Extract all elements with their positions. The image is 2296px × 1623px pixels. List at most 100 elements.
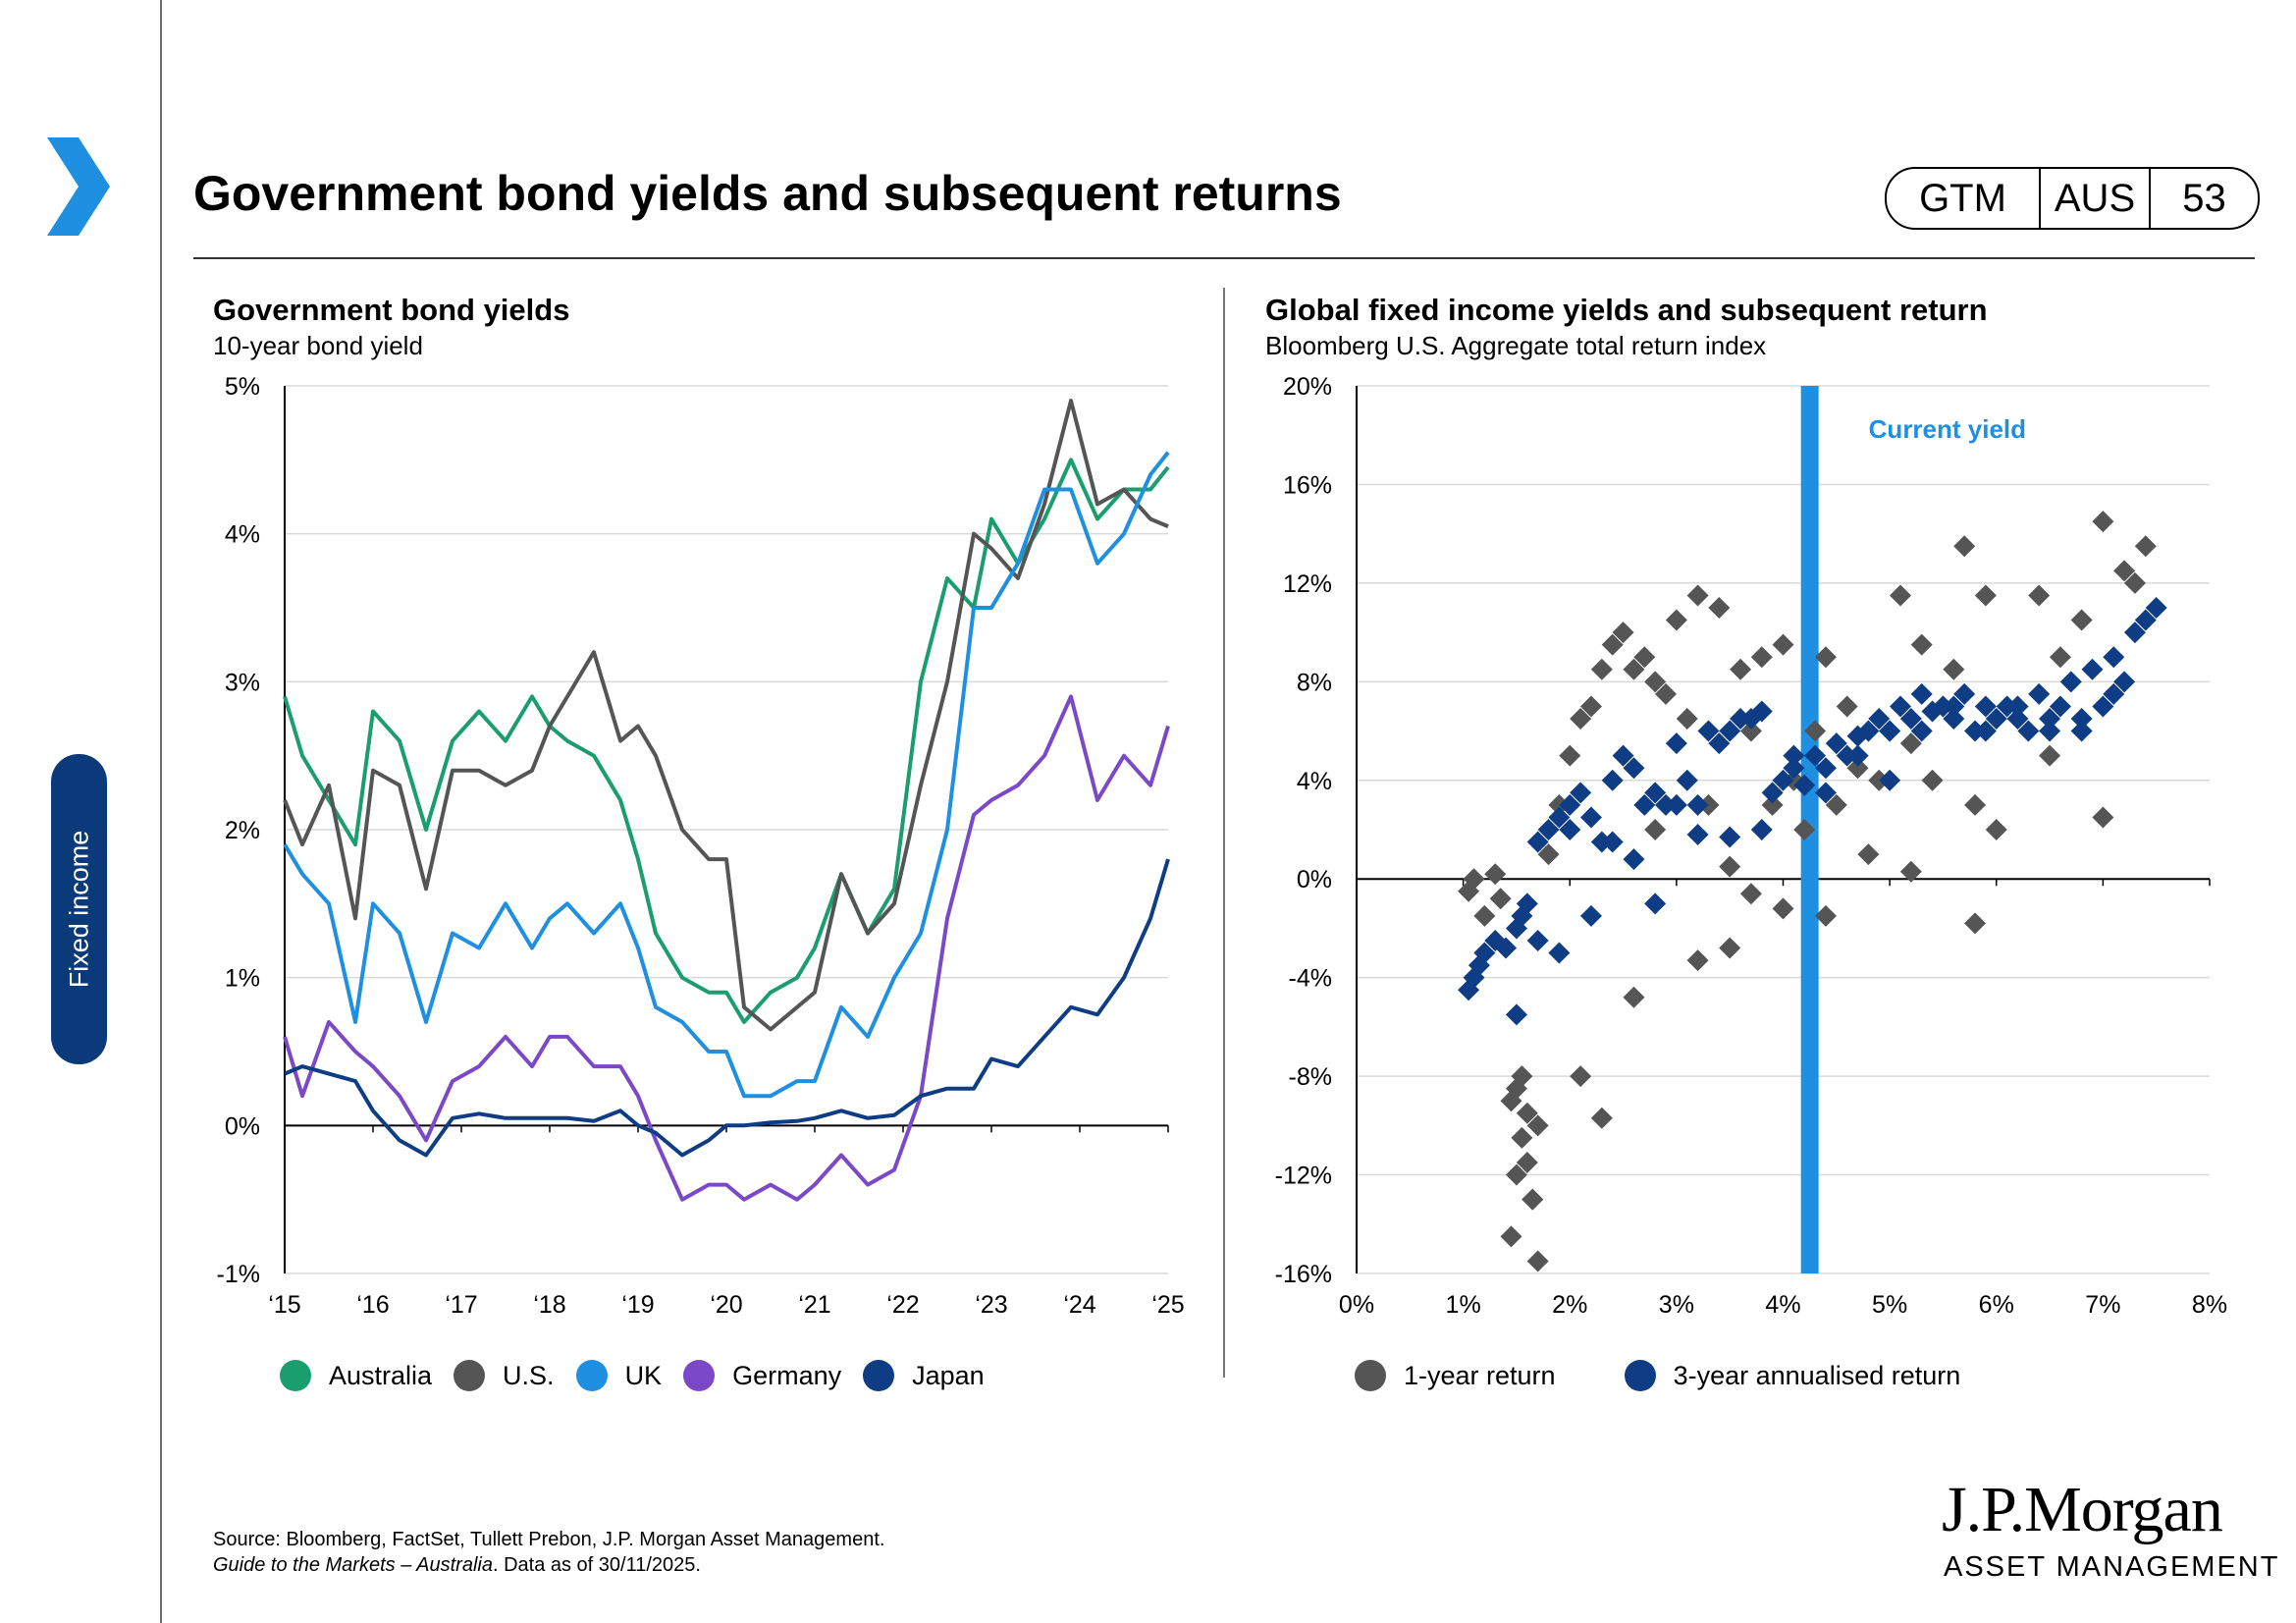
- x-tick-label: 4%: [1765, 1291, 1800, 1319]
- right-chart-subtitle: Bloomberg U.S. Aggregate total return in…: [1265, 331, 1767, 360]
- scatter-point: [2123, 622, 2146, 644]
- scatter-point: [2070, 708, 2093, 730]
- scatter-point: [1750, 700, 1773, 723]
- right-legend: 1-year return 3-year annualised return: [1355, 1360, 1982, 1391]
- scatter-point: [1601, 769, 1624, 791]
- scatter-point: [1537, 843, 1560, 866]
- scatter-point: [1804, 720, 1827, 742]
- legend-label: 1-year return: [1404, 1360, 1556, 1390]
- scatter-point: [2049, 695, 2071, 718]
- left-rule: [160, 0, 162, 1623]
- scatter-point: [1623, 757, 1645, 780]
- scatter-point: [1686, 824, 1709, 846]
- scatter-point: [1644, 819, 1667, 840]
- legend-label: Japan: [912, 1360, 985, 1390]
- legend-label: 3-year annualised return: [1673, 1360, 1961, 1390]
- scatter-point: [1910, 633, 1933, 656]
- legend-label: U.S.: [503, 1360, 555, 1390]
- scatter-point: [2092, 511, 2114, 533]
- scatter-point: [2028, 584, 2051, 607]
- scatter-point: [2103, 682, 2125, 705]
- asset-management-logo: ASSET MANAGEMENT: [1944, 1551, 2280, 1583]
- scatter-point: [1633, 793, 1656, 816]
- jpmorgan-logo: J.P.Morgan: [1942, 1474, 2223, 1545]
- panel-divider: [1223, 288, 1225, 1378]
- scatter-point: [1526, 930, 1549, 951]
- scatter-point: [1526, 1114, 1549, 1137]
- scatter-point: [1953, 535, 1976, 558]
- scatter-point: [1814, 782, 1837, 804]
- yields-returns-scatter: -16% -12% -8% -4% 0% 4% 8% 12% 16% 20% 0% 1% 2% 3% 4% 5…: [1275, 373, 2227, 1319]
- scatter-point: [1953, 682, 1976, 705]
- scatter-point: [1489, 888, 1512, 910]
- header-rule: [193, 257, 2255, 259]
- scatter-point: [1484, 863, 1507, 886]
- scatter-point: [1793, 819, 1816, 840]
- scatter-point: [1804, 744, 1827, 767]
- y-tick-label: -8%: [1289, 1063, 1332, 1091]
- source-note: Source: Bloomberg, FactSet, Tullett Preb…: [213, 1527, 884, 1578]
- scatter-point: [1846, 757, 1869, 780]
- x-tick-label: ‘25: [1151, 1291, 1184, 1319]
- y-tick-label: 5%: [225, 373, 260, 401]
- scatter-point: [1570, 1065, 1592, 1088]
- x-tick-label: 3%: [1659, 1291, 1694, 1319]
- y-tick-label: 2%: [225, 817, 260, 844]
- left-legend: Australia U.S. UK Germany Japan: [280, 1360, 1006, 1391]
- scatter-point: [1868, 708, 1891, 730]
- scatter-point: [1750, 819, 1773, 840]
- y-tick-label: -16%: [1275, 1261, 1332, 1288]
- scatter-point: [2039, 708, 2061, 730]
- scatter-point: [1814, 757, 1837, 780]
- scatter-point: [1484, 930, 1507, 951]
- x-tick-label: ‘18: [533, 1291, 565, 1319]
- scatter-point: [1761, 782, 1784, 804]
- scatter-point: [1511, 1065, 1533, 1088]
- scatter-point: [1943, 708, 1965, 730]
- scatter-point: [2123, 571, 2146, 594]
- chevron-right-icon: [47, 137, 110, 236]
- section-tab[interactable]: Fixed income: [51, 754, 107, 1064]
- current-yield-label: Current yield: [1869, 414, 2026, 444]
- scatter-point: [1985, 708, 2007, 730]
- scatter-point: [1943, 658, 1965, 680]
- legend-item-3yr: 3-year annualised return: [1624, 1360, 1961, 1391]
- scatter-point: [1825, 793, 1847, 816]
- scatter-point: [2134, 609, 2157, 631]
- scatter-point: [2070, 609, 2093, 631]
- x-tick-label: ‘16: [356, 1291, 389, 1319]
- legend-item-us: U.S.: [454, 1360, 555, 1391]
- scatter-point: [2006, 708, 2029, 730]
- scatter-point: [1686, 793, 1709, 816]
- x-tick-label: 0%: [1339, 1291, 1374, 1319]
- y-tick-label: 8%: [1297, 669, 1332, 696]
- scatter-point: [1686, 584, 1709, 607]
- scatter-point: [2049, 646, 2071, 669]
- scatter-point: [2145, 597, 2167, 619]
- scatter-point: [1846, 725, 1869, 747]
- x-tick-label: ‘22: [886, 1291, 919, 1319]
- scatter-point: [2070, 720, 2093, 742]
- scatter-point: [1516, 1102, 1538, 1124]
- legend-swatch: [683, 1360, 716, 1391]
- scatter-point: [1579, 904, 1602, 927]
- scatter-point: [1879, 769, 1901, 791]
- scatter-point: [2028, 682, 2051, 705]
- scatter-point: [1964, 793, 1987, 816]
- scatter-point: [1559, 819, 1581, 840]
- scatter-point: [1899, 732, 1922, 755]
- scatter-point: [2103, 646, 2125, 669]
- legend-swatch: [863, 1360, 895, 1391]
- legend-item-japan: Japan: [863, 1360, 985, 1391]
- scatter-point: [2039, 744, 2061, 767]
- x-tick-label: 6%: [1979, 1291, 2014, 1319]
- bond-yields-chart: -1% 0% 1% 2% 3% 4% 5% ‘15 ‘16 ‘17 ‘18 ‘19 ‘20 ‘21 ‘22 ‘…: [217, 373, 1185, 1319]
- scatter-point: [1899, 708, 1922, 730]
- scatter-point: [1686, 949, 1709, 972]
- scatter-point: [1750, 646, 1773, 669]
- scatter-point: [1526, 831, 1549, 853]
- scatter-point: [1511, 1126, 1533, 1149]
- scatter-point: [1601, 831, 1624, 853]
- series-line-us: [283, 399, 1169, 1032]
- source-line-2: Guide to the Markets – Australia. Data a…: [213, 1552, 884, 1578]
